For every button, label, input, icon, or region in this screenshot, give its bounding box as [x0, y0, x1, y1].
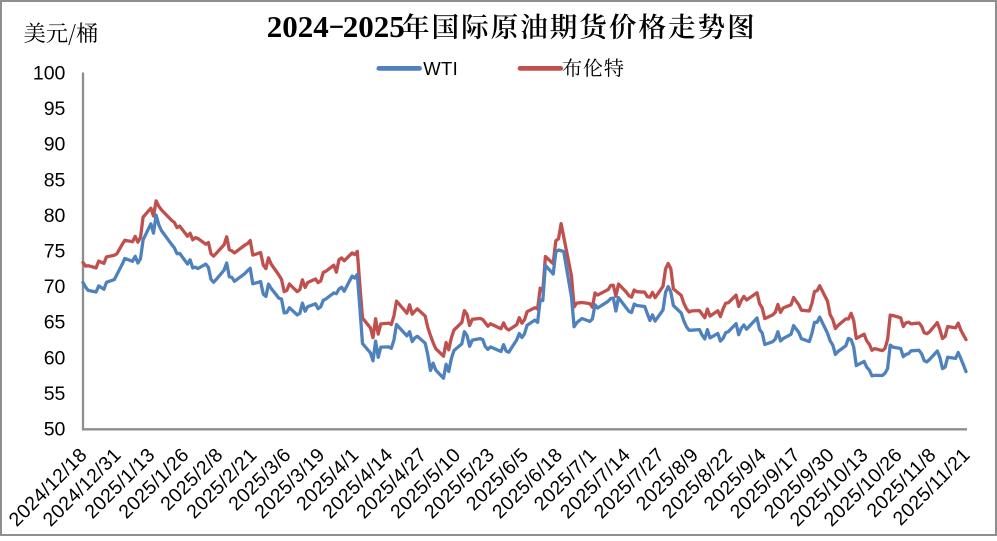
svg-text:70: 70 — [44, 276, 66, 298]
svg-text:2024: 2024 — [267, 9, 329, 44]
svg-text:75: 75 — [44, 241, 66, 263]
svg-text:95: 95 — [44, 98, 66, 120]
svg-text:2025: 2025 — [343, 9, 405, 44]
svg-text:65: 65 — [44, 312, 66, 334]
svg-text:100: 100 — [33, 63, 66, 85]
svg-text:55: 55 — [44, 383, 66, 405]
svg-text:60: 60 — [44, 347, 66, 369]
svg-text:80: 80 — [44, 205, 66, 227]
svg-text:WTI: WTI — [423, 58, 458, 79]
svg-text:85: 85 — [44, 169, 66, 191]
svg-text:90: 90 — [44, 134, 66, 156]
svg-text:50: 50 — [44, 419, 66, 441]
